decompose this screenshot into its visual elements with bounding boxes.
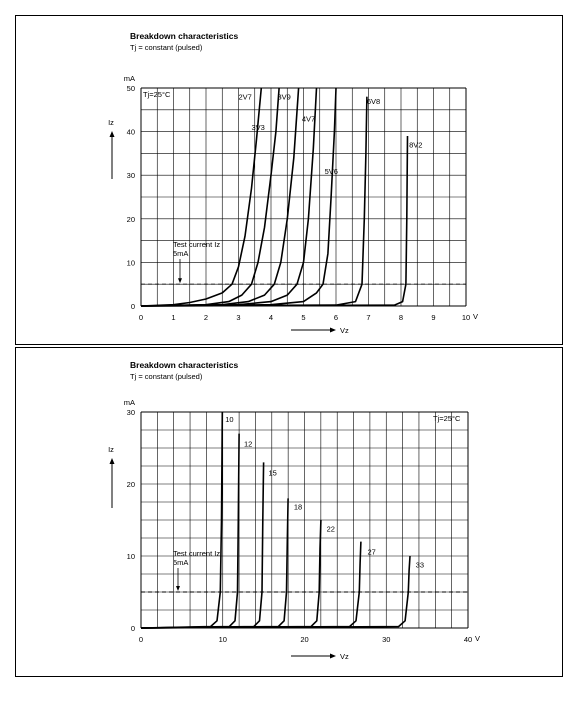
curve-label-3V9: 3V9	[278, 93, 291, 102]
chart-panel-bottom: Breakdown characteristics Tj = constant …	[15, 347, 563, 677]
y-tick-label: 30	[127, 408, 135, 417]
curve-4V7	[140, 87, 318, 307]
x-tick-label: 0	[139, 313, 143, 322]
y-axis-arrowhead	[109, 131, 115, 137]
y-tick-label: 0	[131, 624, 135, 633]
x-unit-label: V	[473, 312, 478, 321]
test-current-label: Test current Iz	[173, 240, 220, 249]
y-tick-label: 20	[127, 480, 135, 489]
curve-label-15: 15	[269, 468, 277, 477]
curve-label-5V6: 5V6	[325, 167, 338, 176]
x-axis-arrowhead	[330, 653, 336, 659]
x-tick-label: 1	[171, 313, 175, 322]
x-unit-label: V	[475, 634, 480, 643]
x-axis-arrowhead	[330, 327, 336, 333]
y-axis-label: Iz	[108, 118, 114, 127]
y-tick-label: 40	[127, 128, 135, 137]
chart-title: Breakdown characteristics	[130, 360, 239, 370]
curve-label-18: 18	[294, 502, 302, 511]
x-tick-label: 6	[334, 313, 338, 322]
curve-label-12: 12	[244, 440, 252, 449]
chart-subtitle: Tj = constant (pulsed)	[130, 43, 203, 52]
x-tick-label: 0	[139, 635, 143, 644]
curve-label-22: 22	[327, 525, 335, 534]
x-tick-label: 7	[366, 313, 370, 322]
x-tick-label: 2	[204, 313, 208, 322]
x-tick-label: 10	[219, 635, 227, 644]
chart-title: Breakdown characteristics	[130, 31, 239, 41]
test-current-label: Test current Iz	[173, 549, 220, 558]
chart-panel-top: Breakdown characteristics Tj = constant …	[15, 15, 563, 345]
y-unit-label: mA	[124, 398, 135, 407]
y-unit-label: mA	[124, 74, 135, 83]
curve-label-33: 33	[416, 561, 424, 570]
x-tick-label: 4	[269, 313, 273, 322]
temperature-label: Tj=25°C	[433, 414, 461, 423]
curve-2V7	[140, 87, 263, 307]
curve-label-2V7: 2V7	[239, 93, 252, 102]
y-tick-label: 20	[127, 215, 135, 224]
curve-8V2	[140, 135, 409, 307]
test-current-arrowhead	[176, 586, 180, 591]
curve-18	[140, 498, 289, 629]
x-tick-label: 30	[382, 635, 390, 644]
y-tick-label: 10	[127, 258, 135, 267]
temperature-label: Tj=25°C	[143, 90, 171, 99]
x-tick-label: 10	[462, 313, 470, 322]
test-current-value: 5mA	[173, 249, 188, 258]
curve-label-3V3: 3V3	[252, 123, 265, 132]
curve-15	[140, 462, 265, 629]
curve-3V3	[140, 87, 280, 307]
x-tick-label: 5	[301, 313, 305, 322]
curve-5V6	[140, 87, 337, 307]
curve-33	[140, 555, 411, 629]
test-current-value: 5mA	[173, 558, 188, 567]
test-current-arrowhead	[178, 278, 182, 284]
curve-label-8V2: 8V2	[409, 141, 422, 150]
curve-label-27: 27	[367, 548, 375, 557]
x-tick-label: 3	[236, 313, 240, 322]
x-tick-label: 20	[300, 635, 308, 644]
curve-label-10: 10	[225, 415, 233, 424]
y-tick-label: 50	[127, 84, 135, 93]
x-tick-label: 8	[399, 313, 403, 322]
x-tick-label: 9	[431, 313, 435, 322]
y-tick-label: 0	[131, 302, 135, 311]
y-tick-label: 30	[127, 171, 135, 180]
y-axis-arrowhead	[109, 458, 115, 464]
x-axis-label: Vz	[340, 652, 349, 661]
curve-3V9	[140, 87, 300, 307]
curve-label-4V7: 4V7	[302, 115, 315, 124]
curve-label-6V8: 6V8	[367, 97, 380, 106]
x-axis-label: Vz	[340, 326, 349, 335]
chart-subtitle: Tj = constant (pulsed)	[130, 372, 203, 381]
y-tick-label: 10	[127, 552, 135, 561]
x-tick-label: 40	[464, 635, 472, 644]
y-axis-label: Iz	[108, 445, 114, 454]
